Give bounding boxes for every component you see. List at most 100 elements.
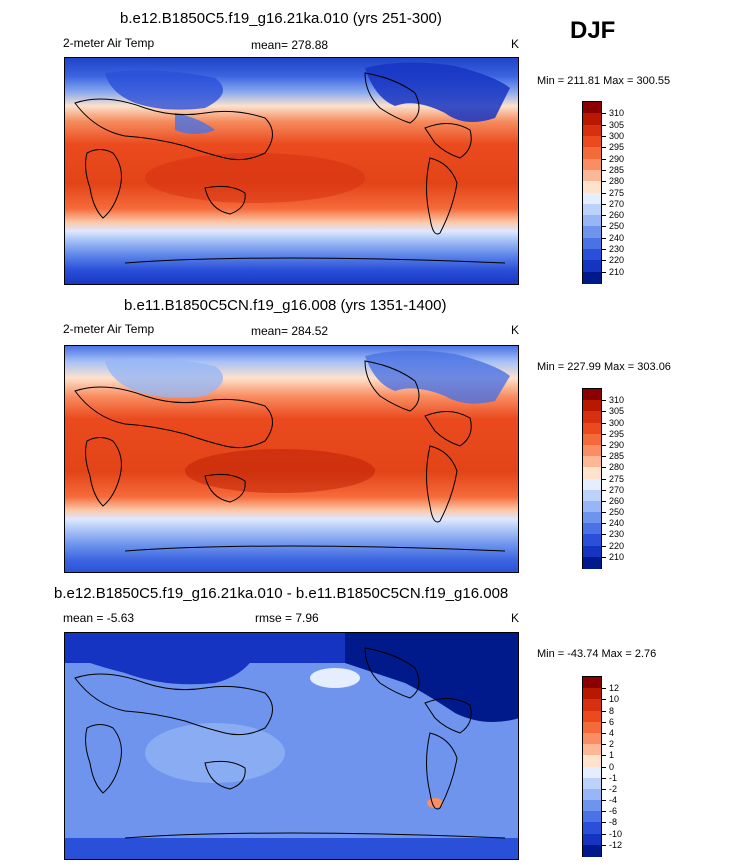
- colorbar-tick-label: -12: [609, 840, 623, 850]
- colorbar-cell: [583, 113, 601, 126]
- colorbar-cell: [583, 512, 601, 525]
- colorbar-cell: [583, 158, 601, 171]
- colorbar-cell: [583, 534, 601, 547]
- colorbar-cell: [583, 699, 601, 712]
- colorbar-cell: [583, 489, 601, 502]
- colorbar-tick-label: 275: [609, 188, 625, 198]
- colorbar-tick: [602, 445, 606, 446]
- colorbar-tick-label: 230: [609, 244, 625, 254]
- panel-1-title: b.e12.B1850C5.f19_g16.21ka.010 (yrs 251-…: [120, 10, 442, 27]
- colorbar-tick-label: 250: [609, 507, 625, 517]
- colorbar-tick-label: 220: [609, 255, 625, 265]
- panel-2-title: b.e11.B1850C5CN.f19_g16.008 (yrs 1351-14…: [124, 297, 447, 314]
- colorbar-cell: [583, 755, 601, 768]
- colorbar-tick-label: 240: [609, 233, 625, 243]
- colorbar-cell: [583, 545, 601, 558]
- colorbar-cell: [583, 400, 601, 413]
- colorbar-tick-label: 220: [609, 541, 625, 551]
- colorbar-tick-label: 210: [609, 267, 625, 277]
- colorbar-cell: [583, 135, 601, 148]
- colorbar-cell: [583, 237, 601, 250]
- colorbar-tick-label: 300: [609, 131, 625, 141]
- colorbar-tick: [602, 512, 606, 513]
- panel-3-mean-label: mean = -5.63: [63, 611, 135, 625]
- colorbar-tick: [602, 557, 606, 558]
- panel-3-minmax-label: Min = -43.74 Max = 2.76: [537, 648, 657, 660]
- colorbar-cell: [583, 788, 601, 801]
- colorbar-cell: [583, 800, 601, 813]
- colorbar-tick: [602, 778, 606, 779]
- colorbar-cell: [583, 844, 601, 857]
- panel-1-map: [64, 57, 519, 285]
- colorbar-tick-label: 270: [609, 485, 625, 495]
- panel-2-variable-label: 2-meter Air Temp: [63, 322, 155, 336]
- colorbar-tick: [602, 113, 606, 114]
- colorbar-tick-label: 295: [609, 142, 625, 152]
- colorbar-tick: [602, 811, 606, 812]
- colorbar-cell: [583, 249, 601, 262]
- colorbar-tick: [602, 490, 606, 491]
- colorbar-tick-label: 8: [609, 706, 615, 716]
- panel-3-map-svg: [65, 633, 518, 859]
- panel-1-colorbar: [582, 101, 602, 284]
- panel-2-map-svg: [65, 346, 518, 572]
- panel-3-colorbar: [582, 676, 602, 857]
- panel-3-units-label: K: [511, 611, 520, 625]
- colorbar-tick: [602, 260, 606, 261]
- colorbar-tick-label: 230: [609, 529, 625, 539]
- colorbar-tick: [602, 136, 606, 137]
- colorbar-tick: [602, 456, 606, 457]
- colorbar-tick: [602, 400, 606, 401]
- colorbar-tick: [602, 822, 606, 823]
- colorbar-cell: [583, 822, 601, 835]
- colorbar-cell: [583, 226, 601, 239]
- colorbar-cell: [583, 422, 601, 435]
- colorbar-tick-label: 290: [609, 154, 625, 164]
- colorbar-tick-label: 310: [609, 108, 625, 118]
- panel-2-minmax-label: Min = 227.99 Max = 303.06: [537, 361, 671, 373]
- colorbar-cell: [583, 433, 601, 446]
- colorbar-cell: [583, 732, 601, 745]
- colorbar-tick: [602, 733, 606, 734]
- colorbar-tick: [602, 755, 606, 756]
- colorbar-tick: [602, 238, 606, 239]
- colorbar-tick-label: 4: [609, 728, 615, 738]
- panel-2-colorbar: [582, 388, 602, 569]
- colorbar-cell: [583, 124, 601, 137]
- colorbar-cell: [583, 833, 601, 846]
- colorbar-tick-label: -4: [609, 795, 618, 805]
- colorbar-tick-label: 290: [609, 440, 625, 450]
- panel-3-map: [64, 632, 519, 860]
- panel-1-units-label: K: [511, 37, 520, 51]
- colorbar-tick: [602, 159, 606, 160]
- colorbar-tick-label: 210: [609, 552, 625, 562]
- colorbar-cell: [583, 192, 601, 205]
- colorbar-cell: [583, 389, 601, 401]
- panel-2-units-label: K: [511, 323, 520, 337]
- colorbar-tick-label: 260: [609, 210, 625, 220]
- colorbar-tick-label: -6: [609, 806, 618, 816]
- colorbar-cell: [583, 478, 601, 491]
- colorbar-cell: [583, 181, 601, 194]
- colorbar-tick: [602, 479, 606, 480]
- colorbar-tick: [602, 467, 606, 468]
- colorbar-cell: [583, 710, 601, 723]
- colorbar-cell: [583, 147, 601, 160]
- colorbar-tick: [602, 125, 606, 126]
- colorbar-tick: [602, 789, 606, 790]
- colorbar-tick: [602, 501, 606, 502]
- colorbar-tick-label: 12: [609, 683, 620, 693]
- colorbar-tick: [602, 523, 606, 524]
- colorbar-cell: [583, 215, 601, 228]
- colorbar-tick: [602, 170, 606, 171]
- panel-1-map-svg: [65, 58, 518, 284]
- colorbar-cell: [583, 444, 601, 457]
- colorbar-tick-label: 280: [609, 176, 625, 186]
- colorbar-tick-label: 275: [609, 474, 625, 484]
- colorbar-tick-label: 285: [609, 165, 625, 175]
- colorbar-tick: [602, 845, 606, 846]
- panel-3-rmse-label: rmse = 7.96: [255, 611, 319, 625]
- colorbar-tick: [602, 534, 606, 535]
- colorbar-tick-label: -10: [609, 829, 623, 839]
- colorbar-tick: [602, 215, 606, 216]
